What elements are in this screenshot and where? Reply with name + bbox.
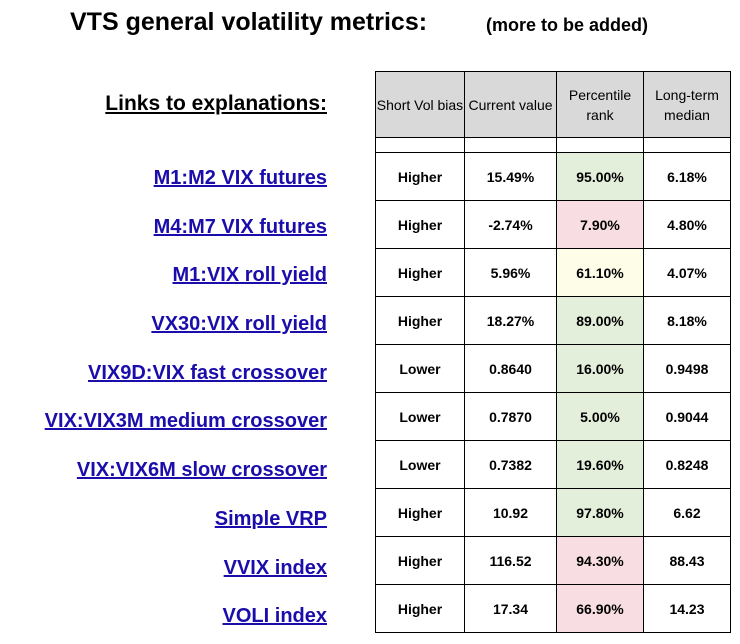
cell-percentile: 5.00% [556, 392, 644, 441]
cell-bias: Lower [375, 392, 465, 441]
page-subtitle: (more to be added) [486, 15, 649, 35]
cell-current: 0.8640 [464, 344, 557, 393]
cell-percentile: 19.60% [556, 440, 644, 489]
cell-current: 10.92 [464, 488, 557, 537]
cell-bias: Higher [375, 536, 465, 585]
links-heading: Links to explanations: [105, 92, 327, 115]
cell-bias: Lower [375, 344, 465, 393]
cell-median: 6.18% [643, 152, 731, 201]
cell-bias: Higher [375, 248, 465, 297]
header-long-term-median: Long-term median [643, 71, 731, 138]
cell-median: 0.9044 [643, 392, 731, 441]
link-vix-vix6m-slow-crossover[interactable]: VIX:VIX6M slow crossover [76, 459, 327, 481]
link-vvix-index[interactable]: VVIX index [223, 557, 327, 579]
link-m4-m7-vix-futures[interactable]: M4:M7 VIX futures [153, 216, 327, 238]
table-header-row: Short Vol bias Current value Percentile … [375, 71, 731, 138]
link-voli-index[interactable]: VOLI index [222, 605, 327, 627]
link-vix9d-vix-fast-crossover[interactable]: VIX9D:VIX fast crossover [88, 362, 327, 384]
table-row: Higher 116.52 94.30% 88.43 [375, 536, 731, 585]
cell-median: 4.07% [643, 248, 731, 297]
cell-current: 0.7870 [464, 392, 557, 441]
cell-percentile: 94.30% [556, 536, 644, 585]
cell-current: 5.96% [464, 248, 557, 297]
table-row: Higher -2.74% 7.90% 4.80% [375, 200, 731, 249]
cell-median: 0.9498 [643, 344, 731, 393]
cell-current: 18.27% [464, 296, 557, 345]
cell-current: 0.7382 [464, 440, 557, 489]
link-simple-vrp[interactable]: Simple VRP [214, 508, 327, 530]
header-current-value: Current value [464, 71, 557, 138]
link-m1-vix-roll-yield[interactable]: M1:VIX roll yield [172, 264, 327, 286]
cell-bias: Higher [375, 152, 465, 201]
cell-median: 6.62 [643, 488, 731, 537]
header-short-vol-bias: Short Vol bias [375, 71, 465, 138]
cell-percentile: 97.80% [556, 488, 644, 537]
cell-bias: Higher [375, 584, 465, 633]
table-row: Higher 10.92 97.80% 6.62 [375, 488, 731, 537]
link-vix-vix3m-medium-crossover[interactable]: VIX:VIX3M medium crossover [44, 410, 327, 432]
cell-median: 88.43 [643, 536, 731, 585]
cell-median: 4.80% [643, 200, 731, 249]
page-title: VTS general volatility metrics: [70, 8, 428, 36]
cell-bias: Lower [375, 440, 465, 489]
table-spacer-row [375, 137, 731, 153]
table-row: Higher 15.49% 95.00% 6.18% [375, 152, 731, 201]
cell-percentile: 16.00% [556, 344, 644, 393]
cell-percentile: 66.90% [556, 584, 644, 633]
table-row: Lower 0.8640 16.00% 0.9498 [375, 344, 731, 393]
cell-percentile: 95.00% [556, 152, 644, 201]
cell-current: 116.52 [464, 536, 557, 585]
cell-current: 17.34 [464, 584, 557, 633]
cell-median: 0.8248 [643, 440, 731, 489]
table-row: Lower 0.7382 19.60% 0.8248 [375, 440, 731, 489]
link-m1-m2-vix-futures[interactable]: M1:M2 VIX futures [153, 167, 327, 189]
table-row: Higher 5.96% 61.10% 4.07% [375, 248, 731, 297]
cell-bias: Higher [375, 296, 465, 345]
cell-median: 14.23 [643, 584, 731, 633]
table-row: Lower 0.7870 5.00% 0.9044 [375, 392, 731, 441]
cell-percentile: 89.00% [556, 296, 644, 345]
metrics-table: Short Vol bias Current value Percentile … [375, 71, 731, 633]
link-vx30-vix-roll-yield[interactable]: VX30:VIX roll yield [151, 313, 327, 335]
cell-current: 15.49% [464, 152, 557, 201]
cell-bias: Higher [375, 200, 465, 249]
cell-percentile: 7.90% [556, 200, 644, 249]
cell-median: 8.18% [643, 296, 731, 345]
header-percentile-rank: Percentile rank [556, 71, 644, 138]
cell-bias: Higher [375, 488, 465, 537]
table-row: Higher 18.27% 89.00% 8.18% [375, 296, 731, 345]
cell-percentile: 61.10% [556, 248, 644, 297]
table-row: Higher 17.34 66.90% 14.23 [375, 584, 731, 633]
cell-current: -2.74% [464, 200, 557, 249]
